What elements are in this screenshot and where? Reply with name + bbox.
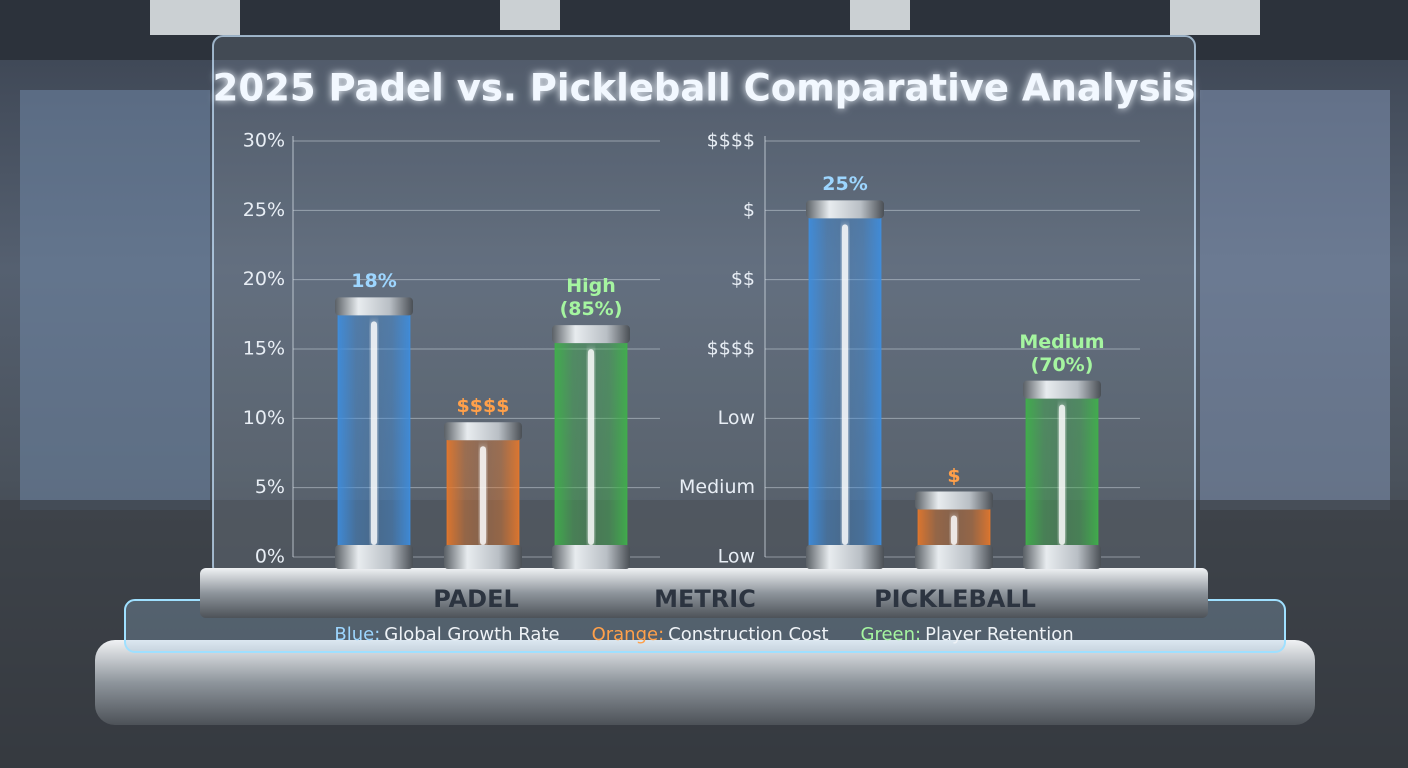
legend: Blue: Global Growth Rate Orange: Constructi…	[0, 624, 1408, 645]
legend-label: Construction Cost	[668, 624, 829, 645]
x-axis-label: METRIC	[654, 585, 756, 613]
legend-prefix: Orange:	[591, 624, 665, 645]
y-tick-label: 20%	[243, 268, 285, 290]
bar-glow	[951, 515, 957, 545]
window	[1200, 90, 1390, 510]
y-tick-label: $$$$	[707, 130, 755, 152]
y-tick-label: $$	[731, 268, 755, 290]
bar-foot	[1023, 545, 1101, 569]
ceiling-light	[850, 0, 910, 30]
y-tick-label: Medium	[679, 476, 755, 498]
y-tick-label: $$$$	[707, 338, 755, 360]
chart-title: 2025 Padel vs. Pickleball Comparative An…	[213, 67, 1196, 110]
bar-annotation: $	[947, 464, 961, 487]
y-tick-label: Low	[718, 546, 755, 568]
ceiling-light	[500, 0, 560, 30]
bar-glow	[371, 321, 377, 545]
bar-glow	[1059, 404, 1065, 545]
legend-item: Orange: Construction Cost	[592, 624, 829, 645]
legend-item: Blue: Global Growth Rate	[334, 624, 559, 645]
base-plate	[95, 640, 1315, 725]
metal-base	[200, 568, 1208, 618]
y-tick-label: Low	[718, 407, 755, 429]
legend-label: Global Growth Rate	[384, 624, 560, 645]
bar-annotation: 18%	[351, 270, 397, 293]
bar-glow	[480, 446, 486, 545]
window	[20, 90, 210, 510]
bar-annotation: High (85%)	[559, 275, 623, 321]
bar-annotation: $$$$	[456, 395, 510, 418]
x-tick-label: PICKLEBALL	[874, 585, 1036, 613]
y-tick-label: 15%	[243, 338, 285, 360]
legend-prefix: Green:	[860, 624, 922, 645]
bar-cap	[444, 422, 522, 441]
legend-item: Green: Player Retention	[861, 624, 1074, 645]
bar-foot	[806, 545, 884, 569]
bar-glow	[842, 224, 848, 546]
y-tick-label: 10%	[243, 407, 285, 429]
bar-foot	[915, 545, 993, 569]
legend-label: Player Retention	[925, 624, 1074, 645]
bar-foot	[552, 545, 630, 569]
bar-cap	[806, 200, 884, 219]
legend-prefix: Blue:	[334, 624, 381, 645]
ceiling-light	[1170, 0, 1260, 35]
y-tick-label: $	[743, 199, 755, 221]
y-tick-label: 5%	[255, 476, 285, 498]
bar-foot	[444, 545, 522, 569]
bar-glow	[588, 349, 594, 545]
bar-annotation: 25%	[822, 173, 868, 196]
ceiling-light	[150, 0, 240, 35]
y-tick-label: 0%	[255, 546, 285, 568]
bar-cap	[1023, 380, 1101, 399]
y-tick-label: 30%	[243, 130, 285, 152]
bar-cap	[552, 325, 630, 344]
x-tick-label: PADEL	[433, 585, 519, 613]
bar-annotation: Medium (70%)	[1019, 330, 1105, 376]
bar-cap	[335, 297, 413, 316]
bar-cap	[915, 491, 993, 510]
y-tick-label: 25%	[243, 199, 285, 221]
bar-foot	[335, 545, 413, 569]
